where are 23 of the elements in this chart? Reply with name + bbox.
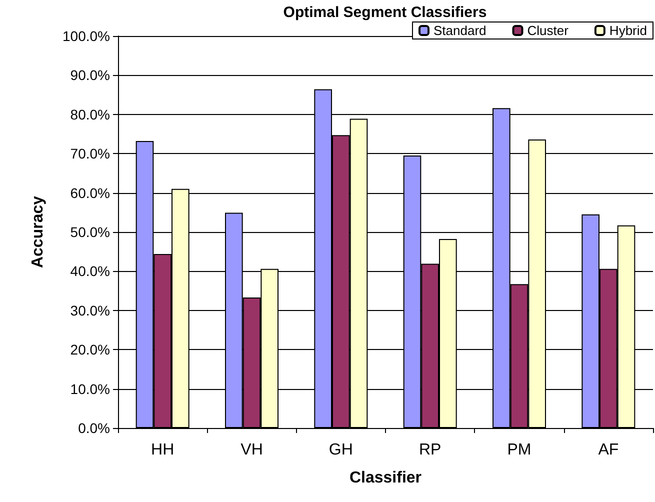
- y-tick-label: 40.0%: [70, 263, 110, 280]
- y-tick-label: 10.0%: [70, 380, 110, 397]
- y-tick-label: 20.0%: [70, 342, 110, 358]
- y-tick-label: 70.0%: [70, 146, 110, 162]
- x-tick-label: HH: [151, 442, 174, 458]
- y-tick-label: 60.0%: [70, 184, 110, 201]
- y-tick-label: 50.0%: [70, 224, 110, 240]
- y-tick-label: 0.0%: [78, 420, 110, 436]
- x-tick-label: GH: [328, 442, 353, 458]
- legend-label: Cluster: [527, 23, 570, 38]
- y-tick-label: 90.0%: [70, 67, 110, 84]
- y-tick-label: 30.0%: [70, 302, 110, 318]
- y-axis-title: Accuracy: [30, 196, 46, 268]
- legend-label: Standard: [433, 23, 486, 38]
- chart-title: Optimal Segment Classifiers: [283, 4, 487, 21]
- legend-label: Hybrid: [609, 23, 648, 38]
- x-tick-label: AF: [598, 442, 619, 458]
- y-tick-label: 100.0%: [62, 28, 110, 44]
- x-tick-label: RP: [418, 442, 442, 458]
- x-tick-label: PM: [507, 442, 532, 458]
- x-axis-title: Classifier: [349, 470, 422, 486]
- x-tick-label: VH: [240, 442, 263, 458]
- y-tick-label: 80.0%: [70, 106, 110, 122]
